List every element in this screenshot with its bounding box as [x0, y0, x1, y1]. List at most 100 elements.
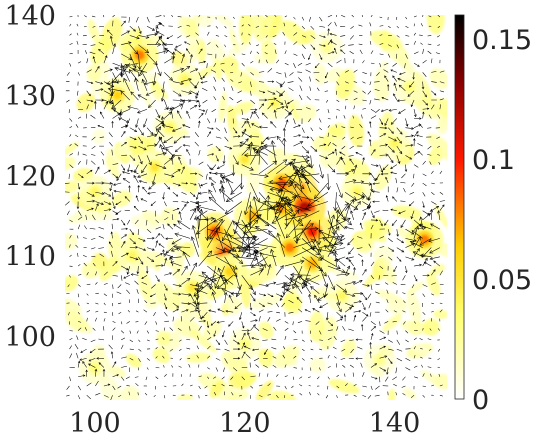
quiver-arrow [296, 219, 311, 241]
quiver-arrow [109, 182, 113, 191]
quiver-arrowhead [133, 28, 136, 32]
quiver-arrowhead [390, 69, 393, 72]
colorbar-tick-label: 0.05 [472, 265, 532, 296]
quiver-arrow [388, 238, 393, 243]
quiver-arrow [341, 15, 346, 18]
quiver-arrowhead [319, 174, 325, 179]
quiver-arrowhead [155, 128, 160, 133]
quiver-arrowhead [303, 213, 309, 218]
quiver-arrow [189, 90, 199, 96]
quiver-arrow [345, 293, 355, 297]
quiver-arrow [77, 116, 82, 119]
quiver-arrow [305, 309, 311, 313]
quiver-arrowhead [196, 301, 200, 306]
quiver-arrow [122, 171, 130, 175]
quiver-arrow [350, 26, 354, 30]
quiver-arrow [327, 376, 330, 380]
quiver-arrow [335, 124, 337, 128]
quiver-arrow [172, 284, 182, 287]
quiver-arrow [314, 182, 329, 199]
quiver-arrowhead [266, 194, 271, 200]
quiver-arrow [99, 25, 104, 28]
quiver-arrowhead [188, 91, 192, 95]
quiver-arrow [221, 185, 225, 202]
quiver-arrow [288, 87, 294, 92]
quiver-arrow [431, 104, 435, 110]
quiver-arrow [181, 266, 188, 276]
quiver-arrow [250, 173, 269, 177]
quiver-arrowhead [187, 302, 191, 306]
quiver-arrowhead [180, 67, 185, 72]
heat-cell [206, 38, 226, 68]
quiver-arrow [129, 44, 138, 55]
hotspot-0 [134, 50, 145, 61]
quiver-arrowhead [158, 136, 163, 141]
quiver-arrowhead [401, 249, 405, 253]
quiver-arrow [112, 361, 117, 368]
quiver-arrow [235, 223, 260, 230]
quiver-arrow [345, 169, 355, 175]
quiver-arrow [379, 133, 386, 138]
quiver-arrow [411, 182, 415, 187]
quiver-arrow [164, 107, 175, 110]
quiver-arrowhead [189, 54, 193, 58]
quiver-arrow [309, 391, 311, 396]
quiver-arrow [427, 366, 432, 368]
quiver-arrowhead [355, 357, 358, 360]
quiver-arrowhead [157, 233, 161, 236]
quiver-arrowhead [139, 161, 143, 165]
quiver-arrowhead [248, 134, 252, 139]
quiver-arrowhead [347, 242, 351, 246]
quiver-arrowhead [106, 81, 111, 86]
quiver-arrow [172, 127, 182, 132]
quiver-arrowhead [155, 240, 159, 243]
quiver-arrow [186, 347, 191, 350]
quiver-arrow [392, 282, 397, 285]
quiver-arrowhead [314, 294, 318, 298]
quiver-arrow [367, 395, 372, 399]
quiver-arrow [137, 266, 139, 274]
quiver-arrow [138, 339, 141, 343]
quiver-arrow [181, 293, 192, 296]
quiver-arrow [362, 81, 366, 84]
quiver-arrow [68, 173, 70, 180]
quiver-arrow [413, 264, 422, 267]
quiver-arrow [362, 72, 367, 74]
quiver-arrow [233, 247, 258, 251]
quiver-arrowhead [267, 263, 272, 268]
quiver-arrow [344, 199, 355, 211]
heat-cell [429, 68, 447, 90]
quiver-arrowhead [133, 241, 136, 245]
quiver-arrow [69, 376, 71, 382]
quiver-arrow [163, 284, 168, 291]
quiver-arrowhead [301, 173, 307, 178]
quiver-arrow [121, 234, 127, 239]
quiver-arrow [265, 35, 268, 38]
quiver-arrow [353, 315, 356, 322]
quiver-arrowhead [78, 187, 81, 190]
quiver-arrow [319, 302, 329, 308]
quiver-arrow [315, 321, 320, 325]
quiver-arrow [336, 318, 343, 322]
quiver-arrowhead [165, 306, 168, 310]
quiver-arrow [293, 219, 298, 244]
colorbar-tick-label: 0.15 [472, 25, 532, 56]
quiver-arrow [405, 243, 415, 248]
quiver-arrow [348, 247, 354, 255]
quiver-arrow [146, 25, 155, 31]
quiver-arrow [390, 172, 397, 175]
quiver-arrow [419, 238, 432, 246]
quiver-arrowhead [294, 239, 299, 244]
quiver-arrowhead [161, 89, 165, 93]
quiver-arrowhead [182, 166, 185, 170]
quiver-arrowhead [77, 197, 80, 200]
quiver-arrow [195, 32, 199, 36]
quiver-arrow [258, 372, 261, 377]
quiver-arrowhead [262, 304, 266, 307]
quiver-arrow [111, 149, 113, 156]
quiver-arrow [129, 155, 136, 161]
quiver-arrow [410, 241, 423, 248]
quiver-arrow [201, 271, 217, 285]
quiver-arrow [353, 181, 364, 184]
quiver-arrow [382, 164, 389, 170]
